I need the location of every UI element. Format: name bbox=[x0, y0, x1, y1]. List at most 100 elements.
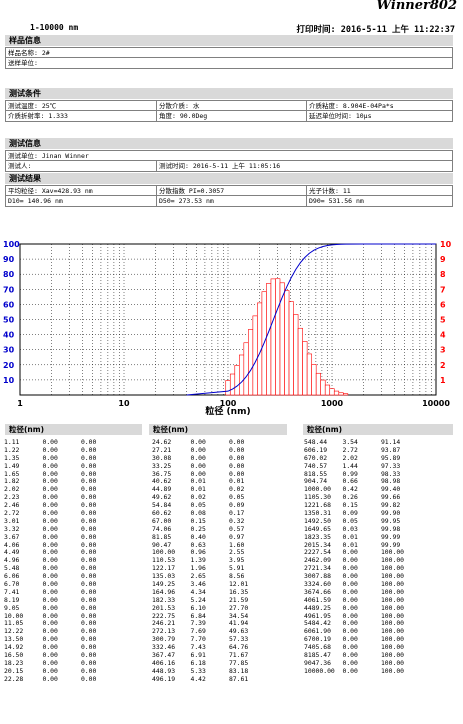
table-row: 1649.65 0.03 99.98 bbox=[304, 524, 401, 533]
refractive-index: 介质折射率: 1.333 bbox=[8, 112, 68, 120]
table-row: 1492.50 0.05 99.95 bbox=[304, 516, 401, 525]
print-time: 打印时间: 2016-5-11 上午 11:22:37 bbox=[296, 25, 455, 35]
distribution-bar bbox=[329, 388, 335, 396]
table-row: 246.21 7.39 41.94 bbox=[152, 619, 249, 628]
y-right-tick-label: 10 bbox=[440, 240, 452, 249]
table-row: 110.53 1.39 3.95 bbox=[152, 556, 245, 565]
distribution-bar bbox=[320, 379, 326, 396]
results-row-1: 平均粒径: Xav=428.93 nm 分散指数 PI=0.3057 光子计数:… bbox=[5, 185, 453, 196]
d90-value: D90= 531.56 nm bbox=[306, 196, 452, 206]
distribution-bar bbox=[302, 341, 308, 396]
table-row: 40.62 0.01 0.01 bbox=[152, 477, 245, 486]
table-row: 1.65 0.00 0.00 bbox=[4, 469, 97, 478]
table-row: 1350.31 0.09 99.90 bbox=[304, 509, 401, 518]
x-tick-label: 100 bbox=[220, 399, 237, 408]
table-row: 3.01 0.00 0.00 bbox=[4, 516, 97, 525]
y-left-tick-label: 30 bbox=[3, 346, 15, 355]
measurement-range: 1-10000 nm bbox=[30, 23, 79, 32]
table-row: 1105.30 0.26 99.66 bbox=[304, 493, 401, 502]
size-distribution-chart: 100 90 80 70 60 50 40 30 20 10 10 9 8 7 6 5 4 3 2 1 1 10 100… bbox=[3, 240, 452, 417]
table-row: 6061.90 0.00 100.00 bbox=[304, 627, 405, 636]
sample-unit: 送样单位: bbox=[8, 59, 38, 67]
polydispersity-index: 分散指数 PI=0.3057 bbox=[156, 186, 306, 196]
table-row: 548.44 3.54 91.14 bbox=[304, 438, 401, 446]
table-row: 10.00 0.00 0.00 bbox=[4, 611, 97, 620]
table-row: 36.75 0.00 0.00 bbox=[152, 469, 245, 478]
table-row: 4961.95 0.00 100.00 bbox=[304, 611, 405, 620]
table-row: 100.00 0.96 2.55 bbox=[152, 548, 245, 557]
table-row: 448.93 5.33 83.18 bbox=[152, 666, 249, 675]
y-right-tick-label: 9 bbox=[440, 255, 446, 264]
distribution-bar bbox=[293, 314, 299, 396]
medium-viscosity: 介质粘度: 8.904E-04Pa*s bbox=[306, 101, 452, 111]
table-row: 60.62 0.08 0.17 bbox=[152, 509, 245, 518]
y-right-tick-label: 6 bbox=[440, 300, 446, 309]
table-row: 4061.59 0.00 100.00 bbox=[304, 595, 405, 604]
table-row: 149.25 3.46 12.01 bbox=[152, 580, 249, 589]
table-row: 13.50 0.00 0.00 bbox=[4, 635, 97, 644]
y-right-tick-label: 3 bbox=[440, 346, 446, 355]
table-row: 22.28 0.00 0.00 bbox=[4, 674, 97, 683]
distribution-bar bbox=[311, 364, 317, 396]
table-column-1: 1.11 0.00 0.00 1.22 0.00 0.00 1.35 0.00 0.… bbox=[4, 438, 97, 684]
distribution-bar bbox=[343, 393, 349, 396]
table-row: 20.15 0.00 0.00 bbox=[4, 666, 97, 675]
angle: 角度: 90.0Deg bbox=[156, 111, 306, 121]
results-row-2: D10= 140.96 nm D50= 273.53 nm D90= 531.5… bbox=[5, 196, 453, 207]
y-right-tick-label: 8 bbox=[440, 270, 446, 279]
distribution-bar bbox=[234, 365, 240, 396]
table-row: 24.62 0.00 0.00 bbox=[152, 438, 245, 446]
y-left-tick-label: 100 bbox=[3, 240, 20, 249]
table-row: 7405.68 0.00 100.00 bbox=[304, 643, 405, 652]
table-row: 27.21 0.00 0.00 bbox=[152, 445, 245, 454]
table-row: 670.02 2.02 95.89 bbox=[304, 453, 401, 462]
table-row: 1823.35 0.01 99.99 bbox=[304, 532, 401, 541]
photon-count: 光子计数: 11 bbox=[306, 186, 452, 196]
test-temperature: 测试温度: 25℃ bbox=[8, 102, 57, 110]
table-row: 182.33 5.24 21.59 bbox=[152, 595, 249, 604]
y-right-tick-label: 7 bbox=[440, 285, 446, 294]
table-row: 33.25 0.00 0.00 bbox=[152, 461, 245, 470]
table-row: 904.74 0.66 98.98 bbox=[304, 477, 401, 486]
y-left-tick-label: 50 bbox=[3, 316, 15, 325]
conditions-row-2: 介质折射率: 1.333 角度: 90.0Deg 延迟单位时间: 10μs bbox=[5, 111, 453, 122]
table-row: 6.70 0.00 0.00 bbox=[4, 580, 97, 589]
table-row: 6700.19 0.00 100.00 bbox=[304, 635, 405, 644]
table-row: 54.84 0.05 0.09 bbox=[152, 501, 245, 510]
distribution-bar bbox=[306, 353, 312, 396]
y-right-tick-label: 2 bbox=[440, 361, 446, 370]
tester-row: 测试人: 测试时间: 2016-5-11 上午 11:05:16 bbox=[5, 161, 453, 172]
table-row: 3.32 0.00 0.00 bbox=[4, 524, 97, 533]
table-row: 201.53 6.10 27.70 bbox=[152, 603, 249, 612]
table-row: 90.47 0.63 1.60 bbox=[152, 540, 245, 549]
table-row: 1.82 0.00 0.00 bbox=[4, 477, 97, 486]
distribution-bar bbox=[229, 373, 236, 396]
y-right-tick-label: 4 bbox=[440, 331, 446, 340]
distribution-bar bbox=[243, 342, 249, 396]
table-row: 4489.25 0.00 100.00 bbox=[304, 603, 405, 612]
table-row: 222.75 6.84 34.54 bbox=[152, 611, 249, 620]
distribution-bar bbox=[333, 390, 340, 396]
distribution-bar bbox=[252, 315, 258, 396]
distribution-bar bbox=[275, 278, 281, 396]
test-unit-row: 测试单位: Jinan Winner bbox=[5, 150, 453, 161]
table-row: 606.19 2.72 93.87 bbox=[304, 445, 401, 454]
table-row: 2.72 0.00 0.00 bbox=[4, 509, 97, 518]
table-row: 5484.42 0.00 100.00 bbox=[304, 619, 405, 628]
brand-title: Winner802 bbox=[376, 0, 457, 13]
conditions-row-1: 测试温度: 25℃ 分散介质: 水 介质粘度: 8.904E-04Pa*s bbox=[5, 100, 453, 111]
x-axis-label: 粒径 (nm) bbox=[205, 405, 250, 417]
table-row: 818.55 0.99 98.33 bbox=[304, 469, 401, 478]
distribution-bar bbox=[248, 329, 254, 396]
table-row: 4.06 0.00 0.00 bbox=[4, 540, 97, 549]
table-row: 1.22 0.00 0.00 bbox=[4, 445, 97, 454]
y-right-tick-label: 1 bbox=[440, 376, 446, 385]
table-row: 8185.47 0.00 100.00 bbox=[304, 651, 405, 660]
x-tick-label: 10000 bbox=[422, 399, 450, 408]
y-right-tick-label: 5 bbox=[440, 316, 446, 325]
table-row: 2.23 0.00 0.00 bbox=[4, 493, 97, 502]
distribution-bar bbox=[324, 384, 331, 396]
distribution-bar bbox=[297, 327, 303, 396]
table-row: 122.17 1.96 5.91 bbox=[152, 564, 245, 573]
distribution-bar bbox=[284, 290, 290, 396]
